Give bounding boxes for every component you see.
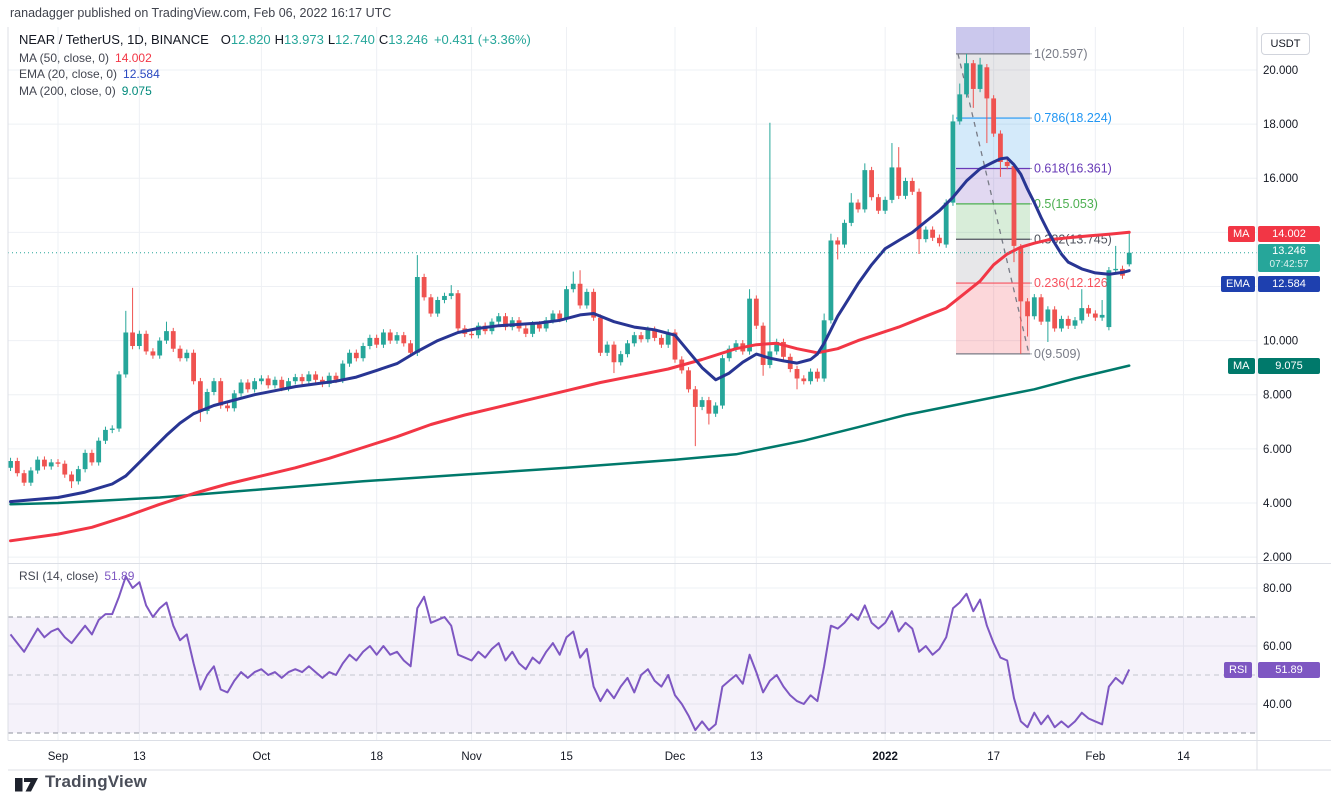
rsi-band-layer [8,616,1257,734]
ma200-value: 9.075 [121,83,152,98]
svg-text:40.00: 40.00 [1263,699,1292,711]
symbol-row: NEAR / TetherUS, 1D, BINANCE O12.820 H13.9… [19,32,531,49]
indicator-row-ema20: EMA (20, close, 0) 12.584 [19,66,531,83]
ohlc-close: C13.246 [379,32,428,47]
candles-layer [8,53,1132,489]
svg-text:1(20.597): 1(20.597) [1034,47,1088,61]
ma200-scale-tag: MA [1228,358,1255,374]
rsi-value: 51.89 [104,569,135,583]
svg-text:14: 14 [1177,751,1190,763]
svg-text:0.236(12.126): 0.236(12.126) [1034,276,1112,290]
svg-text:13: 13 [133,751,146,763]
ohlc-close-label: C [378,32,389,47]
svg-text:16.000: 16.000 [1263,173,1298,185]
ema20-value: 12.584 [123,67,160,81]
ma50-name: MA (50, close, 0) [19,50,110,65]
ohlc-low-value: 12.740 [335,32,375,47]
svg-text:Sep: Sep [48,751,68,763]
ma50-scale-tag: MA [1228,226,1255,242]
tradingview-logo[interactable]: TradingView [15,772,147,792]
ohlc-open-label: O [220,32,231,47]
ma-lines-layer [9,156,1131,543]
svg-text:80.00: 80.00 [1263,583,1292,595]
rsi-legend: RSI (14, close) 51.89 [19,569,134,583]
rsi-name: RSI (14, close) [19,569,99,583]
svg-text:4.000: 4.000 [1263,498,1292,510]
indicator-row-ma200: MA (200, close, 0) 9.075 [19,83,531,100]
last-price-value: 13.246 [1272,245,1306,257]
last-price-badge: 13.246 07:42:57 [1258,244,1320,272]
symbol-title: NEAR / TetherUS, 1D, BINANCE [19,32,209,47]
svg-text:Feb: Feb [1085,751,1105,763]
candle-countdown-timer: 07:42:57 [1269,259,1309,270]
svg-text:10.000: 10.000 [1263,336,1298,348]
svg-text:17: 17 [987,751,1000,763]
ema20-scale-value: 12.584 [1258,276,1320,292]
indicator-row-ma50: MA (50, close, 0) 14.002 [19,50,531,67]
currency-unit-button[interactable]: USDT [1261,33,1310,55]
svg-text:2.000: 2.000 [1263,552,1292,564]
svg-text:0(9.509): 0(9.509) [1034,347,1081,361]
tradingview-mark-icon [15,777,38,791]
chart-legend: NEAR / TetherUS, 1D, BINANCE O12.820 H13.9… [19,32,531,99]
ohlc-close-value: 13.246 [388,32,428,47]
ohlc-low-label: L [327,32,336,47]
svg-text:6.000: 6.000 [1263,444,1292,456]
svg-text:0.786(18.224): 0.786(18.224) [1034,111,1112,125]
svg-text:8.000: 8.000 [1263,390,1292,402]
ohlc-open: O12.820 [221,32,271,47]
svg-text:Dec: Dec [665,751,686,763]
ma50-scale-value: 14.002 [1258,226,1320,242]
ema20-name: EMA (20, close, 0) [19,67,118,81]
ohlc-high: H13.973 [275,32,324,47]
ohlc-open-value: 12.820 [230,32,271,47]
svg-text:0.5(15.053): 0.5(15.053) [1034,197,1098,211]
ma200-scale-value: 9.075 [1258,358,1320,374]
ema20-scale-tag: EMA [1221,276,1255,292]
svg-text:15: 15 [560,751,573,763]
tradingview-wordmark: TradingView [45,772,148,791]
ohlc-low: L12.740 [328,32,375,47]
svg-text:60.00: 60.00 [1263,641,1292,653]
svg-text:18: 18 [370,751,383,763]
svg-text:20.000: 20.000 [1263,65,1298,77]
change-value: +0.431 (+3.36%) [433,32,531,47]
rsi-scale-tag: RSI [1224,662,1253,678]
svg-text:13: 13 [750,751,763,763]
svg-text:0.618(16.361): 0.618(16.361) [1034,161,1112,175]
svg-text:2022: 2022 [872,751,898,763]
rsi-scale-value: 51.89 [1258,662,1320,678]
svg-text:Oct: Oct [252,751,271,763]
pane-borders [7,27,1331,771]
ohlc-high-value: 13.973 [284,32,324,47]
svg-text:18.000: 18.000 [1263,119,1298,131]
ma50-value: 14.002 [115,50,152,65]
ma200-name: MA (200, close, 0) [19,83,116,98]
ohlc-high-label: H [274,32,285,47]
svg-text:Nov: Nov [461,751,482,763]
published-attribution: ranadagger published on TradingView.com,… [10,6,392,20]
rsi-line-layer [9,575,1131,732]
